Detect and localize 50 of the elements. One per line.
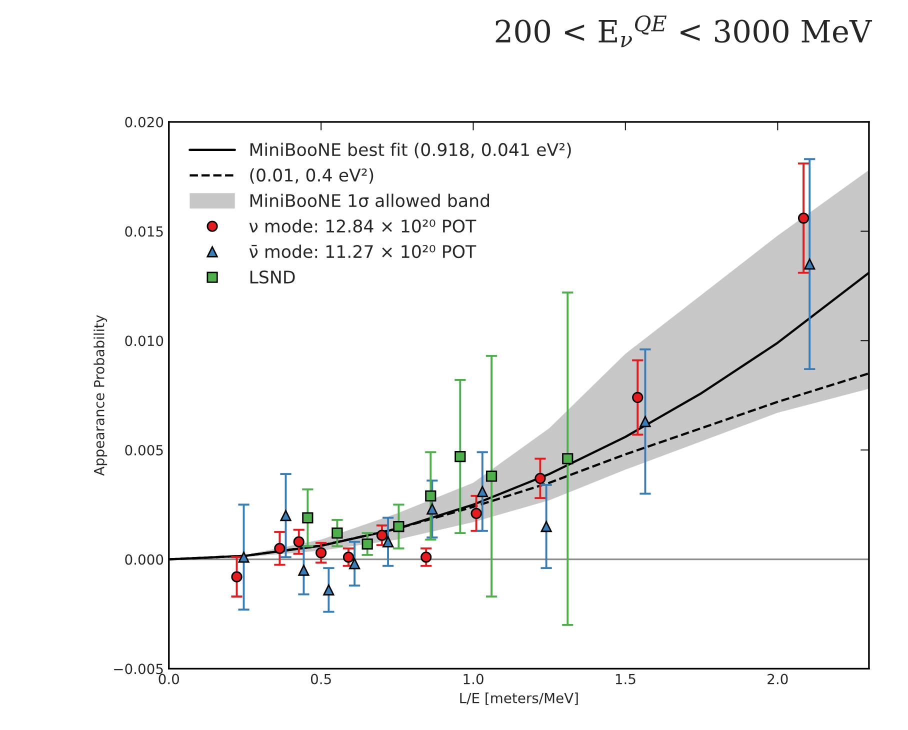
point [323,584,334,596]
point [231,571,242,582]
point [470,508,482,519]
y-tick-label: 0.020 [125,116,164,128]
legend-label: MiniBooNE best fit (0.918, 0.041 eV²) [250,142,571,158]
point [302,512,314,524]
point [562,453,574,464]
point [534,472,546,484]
y-tick-label: 0.005 [125,444,163,456]
legend-label: ν̄ mode: 11.27 × 10²⁰ POT [249,244,476,258]
point [332,528,343,539]
point [349,558,360,570]
y-tick-label: 0.010 [125,336,164,346]
point [382,536,394,548]
y-axis-title: Appearance Probability [94,315,108,476]
point [280,510,292,522]
point [376,530,388,541]
point [298,564,310,576]
x-tick-label: 2.0 [768,674,788,684]
point [540,520,552,532]
chart-title: 200 < E$_{ν}$$^{QE}$ < 3000 MeV [496,15,872,48]
point [632,392,644,404]
point [316,547,327,558]
y-tick-label: 0.015 [125,226,163,237]
point [425,490,436,502]
x-tick-label: 0.5 [310,674,331,684]
x-tick-label: 0.0 [158,674,180,684]
legend-label: ν mode: 12.84 × 10²⁰ POT [249,219,476,233]
point [362,538,373,550]
point [393,520,404,532]
point [238,552,250,563]
point [426,503,438,515]
point [454,450,466,462]
point [798,212,810,224]
point [476,486,488,498]
x-tick-label: 1.0 [464,674,484,684]
legend-label: LSND [250,270,295,284]
y-tick-label: 0.000 [125,554,164,565]
point [342,552,354,563]
annotation: MiniBooNE 1σ allowed band [250,194,490,208]
point [274,542,286,554]
legend-label: (0.01, 0.4 eV²) [250,168,374,184]
point [420,552,432,563]
x-axis-title: L/E [meters/MeV] [460,692,578,705]
x-tick-label: 1.5 [616,674,636,684]
point [640,416,651,428]
point [293,536,304,548]
point [804,258,816,270]
point [486,470,498,482]
y-tick-label: −0.005 [114,664,163,674]
